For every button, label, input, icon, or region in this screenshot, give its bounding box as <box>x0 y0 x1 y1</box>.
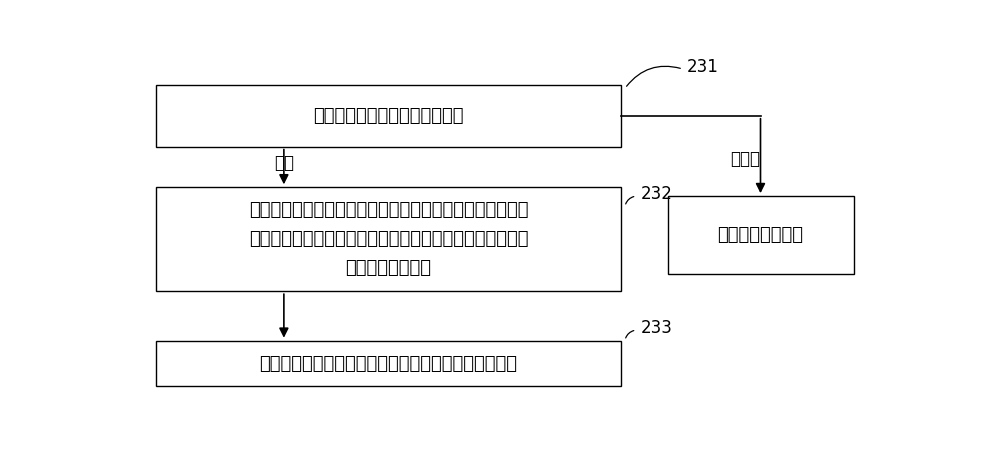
Bar <box>668 196 854 273</box>
Bar <box>156 187 621 291</box>
Text: 未存在: 未存在 <box>730 150 760 168</box>
Text: 233: 233 <box>640 319 672 337</box>
Text: 识别第一优先级的用户所在的位置，并且根据第一优先级的
用户所在的位置，通过预设年龄适配模型，确定空调的输出
温度以及出风方向: 识别第一优先级的用户所在的位置，并且根据第一优先级的 用户所在的位置，通过预设年… <box>249 201 528 278</box>
Text: 232: 232 <box>640 185 672 203</box>
Text: 将所确定的输出温度以及出风方向作为空调的运行参数: 将所确定的输出温度以及出风方向作为空调的运行参数 <box>260 354 518 372</box>
Text: 存在: 存在 <box>274 153 294 172</box>
Text: 231: 231 <box>687 58 719 76</box>
Bar <box>156 85 621 147</box>
Text: 按照预设模式运行: 按照预设模式运行 <box>718 226 804 244</box>
Bar <box>156 341 621 387</box>
Text: 确定是否存在第一优先级的用户: 确定是否存在第一优先级的用户 <box>313 107 464 125</box>
